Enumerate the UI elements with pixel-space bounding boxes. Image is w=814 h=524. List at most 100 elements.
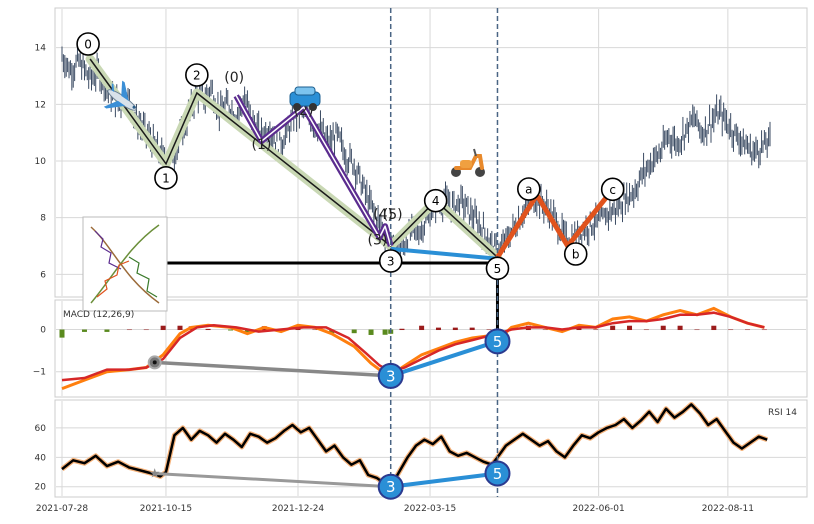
price-link-line	[390, 246, 498, 261]
airplane-icon	[103, 80, 137, 111]
macd-panel-frame	[54, 299, 808, 398]
rsi-label-5: 5	[493, 465, 503, 483]
macd-histogram-bar	[382, 329, 388, 335]
macd-histogram-bar	[205, 328, 211, 331]
macd-histogram-bar	[59, 329, 65, 338]
wave-label-a-circle	[517, 177, 541, 201]
xtick-label: 2021-07-28	[36, 504, 89, 514]
wave-label-0: 0	[84, 38, 92, 52]
wave-label-b-circle	[563, 242, 588, 266]
rsi-ytick-label: 20	[35, 483, 47, 493]
car-icon	[289, 86, 321, 111]
wave-label-sub-5: (5)	[383, 207, 403, 223]
scooter-icon	[451, 148, 485, 177]
wave-label-b: b	[572, 248, 580, 262]
primary-wave-line	[89, 58, 499, 258]
wave-label-5-circle	[485, 256, 510, 281]
macd-histogram-bar	[81, 329, 87, 332]
macd-histogram-bar	[677, 325, 683, 331]
rsi-line	[61, 403, 768, 488]
macd-histogram-bar	[627, 325, 633, 331]
macd-ytick-label: −1	[33, 368, 46, 378]
macd-panel-title: MACD (12,26,9)	[63, 310, 134, 320]
rsi-label-5-circle	[484, 460, 511, 487]
macd-histogram-bar	[643, 329, 649, 331]
macd-histogram-bar	[244, 329, 250, 334]
macd-histogram-bar	[576, 327, 582, 331]
macd-histogram-bar	[160, 325, 166, 331]
rsi-label-3: 3	[386, 478, 396, 496]
macd-histogram-bar	[177, 325, 183, 331]
wave-label-4: 4	[432, 194, 440, 208]
macd-histogram-bar	[368, 329, 374, 335]
macd-histogram-bar	[228, 329, 234, 331]
macd-histogram-bar	[711, 325, 717, 331]
macd-histogram-bar	[452, 327, 458, 331]
xtick-label: 2022-08-11	[702, 504, 754, 514]
wave-label-1: 1	[162, 171, 170, 185]
macd-histogram-bar	[660, 325, 666, 331]
price-ytick-label: 6	[40, 270, 46, 280]
macd-histogram-bar	[728, 329, 734, 331]
macd-label-5-circle	[484, 328, 511, 355]
price-ytick-label: 12	[35, 100, 46, 110]
wave-label-c: c	[609, 183, 616, 197]
wave-annotations	[85, 54, 615, 342]
macd-histogram-bar	[399, 328, 405, 331]
wave-label-3: 3	[387, 255, 395, 269]
macd-series	[59, 306, 767, 391]
macd-histogram-bar	[745, 329, 751, 331]
rsi-divergence-gray	[154, 471, 391, 489]
wave-label-3-circle	[378, 249, 403, 273]
macd-label-5: 5	[493, 333, 503, 351]
macd-histogram-bar	[469, 327, 475, 331]
macd-ytick-label: 0	[40, 326, 46, 336]
macd-histogram-bar	[312, 329, 318, 331]
wave-label-2: 2	[193, 69, 201, 83]
macd-histogram-bar	[351, 329, 357, 334]
wave-label-a: a	[525, 183, 532, 197]
wave-label-4-circle	[423, 188, 448, 213]
macd-anchor-dot-core	[152, 360, 157, 365]
wave-label-sub-4: (4)	[373, 207, 393, 223]
price-ytick-label: 14	[35, 44, 47, 54]
wave-label-c-circle	[600, 177, 625, 202]
macd-histogram-bar	[542, 329, 548, 331]
price-ytick-label: 8	[40, 214, 46, 224]
signal-line	[61, 311, 765, 382]
wave-label-2-circle	[185, 63, 209, 87]
macd-histogram-bar	[694, 329, 700, 331]
xtick-label: 2022-03-15	[404, 504, 456, 514]
rsi-label-3-circle	[377, 473, 404, 500]
xtick-label: 2021-12-24	[272, 504, 325, 514]
correction-wave-line	[495, 187, 615, 259]
rsi-ytick-label: 40	[35, 453, 47, 463]
rsi-divergence-blue	[390, 471, 498, 489]
rsi-panel-title: RSI 14	[768, 408, 797, 418]
macd-histogram-bar	[104, 329, 110, 332]
rsi-anchor-star: ★	[149, 466, 161, 481]
rsi-ytick-label: 60	[35, 424, 47, 434]
macd-label-3-circle	[377, 362, 404, 389]
macd-histogram-bar	[435, 327, 441, 331]
macd-histogram-bar	[761, 329, 767, 331]
macd-histogram-bar	[329, 329, 335, 334]
macd-histogram-bar	[593, 329, 599, 331]
macd-label-3: 3	[386, 367, 396, 385]
macd-divergence-blue	[390, 339, 499, 378]
wave-label-sub-3: (3)	[368, 233, 388, 249]
macd-histogram-bar	[126, 329, 132, 331]
macd-histogram-bar	[486, 329, 492, 331]
wave-label-sub-0: (0)	[224, 70, 244, 86]
wave-label-0-circle	[76, 32, 100, 56]
macd-histogram-bar	[419, 325, 425, 331]
rsi-series: ★	[60, 401, 769, 490]
fractal-thumbnail	[82, 216, 168, 312]
price-ytick-label: 10	[35, 157, 47, 167]
macd-divergence-gray	[154, 360, 391, 378]
xtick-label: 2021-10-15	[140, 504, 192, 514]
macd-histogram-bar	[610, 325, 616, 331]
